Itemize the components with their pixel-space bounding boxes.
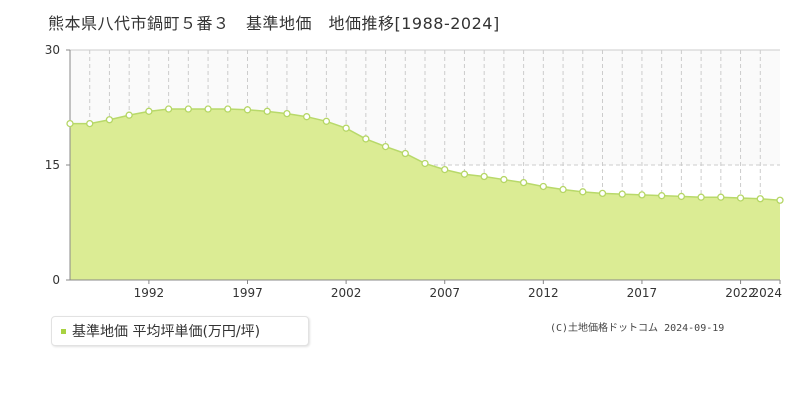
legend-label: 基準地価 平均坪単価(万円/坪) [72, 324, 261, 340]
x-tick-label: 2017 [627, 286, 658, 300]
data-point [717, 193, 725, 201]
data-point [638, 191, 646, 199]
data-point [559, 185, 567, 194]
data-point [243, 106, 252, 114]
x-tick-label: 2022 [725, 286, 756, 300]
data-point [342, 124, 350, 132]
data-point [303, 113, 311, 121]
data-points [66, 105, 784, 204]
data-point [736, 194, 745, 202]
data-point [145, 107, 153, 115]
chart-title: 熊本県八代市鍋町５番３ 基準地価 地価推移[1988-2024] [48, 14, 500, 33]
x-tick-label: 1997 [232, 286, 263, 300]
data-point [164, 105, 173, 113]
data-point [500, 175, 508, 184]
y-tick-label: 30 [45, 43, 60, 57]
data-point [658, 192, 666, 200]
data-point [105, 116, 114, 124]
legend-marker-icon [61, 328, 66, 334]
data-point [441, 165, 449, 174]
data-point [204, 105, 212, 113]
data-point [66, 119, 74, 128]
data-point [539, 182, 547, 191]
data-point [86, 119, 94, 128]
data-point [362, 135, 370, 143]
data-point [184, 105, 192, 113]
data-point [756, 195, 764, 203]
data-point [401, 149, 409, 158]
horizontal-grid [70, 49, 780, 166]
data-point [480, 172, 488, 181]
data-point [519, 178, 528, 187]
data-point [322, 117, 331, 125]
copyright: (C)土地価格ドットコム 2024-09-19 [550, 323, 725, 334]
y-tick-labels: 0 15 30 [45, 43, 70, 287]
data-point [224, 105, 232, 113]
y-tick-label: 0 [52, 273, 60, 287]
legend: 基準地価 平均坪単価(万円/坪) [51, 316, 309, 346]
data-point [776, 196, 784, 204]
x-tick-label: 2007 [429, 286, 460, 300]
data-point [579, 188, 587, 196]
data-point [283, 109, 291, 118]
price-area [70, 109, 780, 281]
data-point [381, 142, 390, 151]
data-point [460, 170, 469, 178]
x-tick-label: 2012 [528, 286, 559, 300]
data-point [421, 159, 429, 168]
data-point [598, 189, 607, 198]
data-point [125, 111, 133, 119]
data-point [263, 107, 271, 115]
y-tick-label: 15 [45, 158, 60, 172]
data-point [697, 193, 705, 201]
x-tick-label: 2002 [331, 286, 362, 300]
data-point [618, 190, 626, 198]
x-tick-label: 1992 [134, 286, 165, 300]
data-point [677, 192, 686, 201]
x-tick-label: 2024 [751, 286, 782, 300]
